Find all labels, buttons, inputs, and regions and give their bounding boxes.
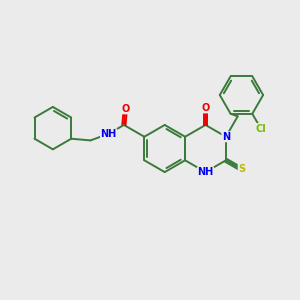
Text: Cl: Cl: [256, 124, 266, 134]
Text: NH: NH: [197, 167, 214, 177]
Text: O: O: [121, 104, 130, 114]
Text: NH: NH: [100, 129, 117, 139]
Text: S: S: [238, 164, 245, 174]
Text: O: O: [201, 103, 210, 113]
Text: N: N: [222, 132, 230, 142]
